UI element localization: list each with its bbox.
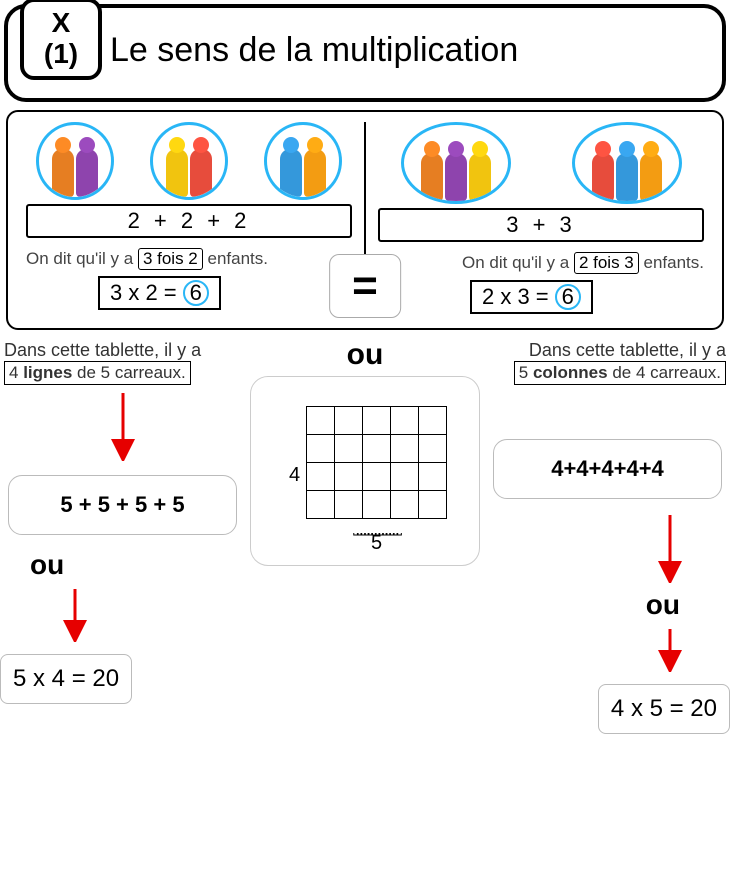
say-post: enfants. bbox=[644, 253, 705, 272]
lesson-header: X (1) Le sens de la multiplication bbox=[4, 4, 726, 102]
down-arrow-icon bbox=[60, 587, 90, 642]
grid-panel: Dans cette tablette, il y a 4 lignes de … bbox=[0, 336, 730, 734]
say-pre: On dit qu'il y a bbox=[462, 253, 569, 272]
mult-box: 3 x 2 = 6 bbox=[98, 276, 221, 310]
groups-panel: 2 + 2 + 2 On dit qu'il y a 3 fois 2 enfa… bbox=[6, 110, 724, 330]
intro-text: Dans cette tablette, il y a bbox=[0, 340, 245, 361]
equals-sign: = bbox=[329, 254, 401, 318]
sum-card: 4+4+4+4+4 bbox=[493, 439, 722, 499]
grid-center-col: ou 4 ⎵⎵⎵⎵⎵⎵⎵⎵⎵⎵⎵⎵⎵ 5 bbox=[245, 340, 485, 570]
say-box: 2 fois 3 bbox=[574, 252, 639, 274]
lesson-title: Le sens de la multiplication bbox=[110, 31, 518, 70]
lesson-badge: X (1) bbox=[20, 0, 102, 80]
intro-box: 4 lignes de 5 carreaux. bbox=[0, 361, 245, 385]
grid-card: 4 ⎵⎵⎵⎵⎵⎵⎵⎵⎵⎵⎵⎵⎵ 5 bbox=[250, 376, 480, 566]
ou-label: ou bbox=[30, 549, 245, 581]
say-sentence: On dit qu'il y a 2 fois 3 enfants. bbox=[378, 252, 704, 274]
groups-left: 2 + 2 + 2 On dit qu'il y a 3 fois 2 enfa… bbox=[18, 122, 360, 314]
ou-label: ou bbox=[485, 589, 680, 621]
down-arrow-icon bbox=[655, 627, 685, 672]
circle-row bbox=[370, 122, 712, 204]
square-grid bbox=[306, 406, 447, 519]
mult-expr: 2 x 3 = bbox=[482, 284, 549, 309]
circle-row bbox=[18, 122, 360, 200]
sum-card: 5 + 5 + 5 + 5 bbox=[8, 475, 237, 535]
row-label: 4 bbox=[289, 464, 300, 487]
say-box: 3 fois 2 bbox=[138, 248, 203, 270]
mult-result: 6 bbox=[183, 280, 209, 306]
say-post: enfants. bbox=[207, 249, 268, 268]
intro-box-inner: 4 lignes de 5 carreaux. bbox=[4, 361, 191, 385]
col-label: 5 bbox=[312, 532, 441, 555]
mult-expr: 3 x 2 = bbox=[110, 280, 177, 305]
addition-box: 2 + 2 + 2 bbox=[26, 204, 352, 238]
badge-top: X bbox=[24, 8, 98, 39]
grid-left-col: Dans cette tablette, il y a 4 lignes de … bbox=[0, 340, 245, 704]
intro-box-inner: 5 colonnes de 4 carreaux. bbox=[514, 361, 726, 385]
grid-right-col: Dans cette tablette, il y a 5 colonnes d… bbox=[485, 340, 730, 734]
result-card: 5 x 4 = 20 bbox=[0, 654, 132, 704]
mult-box: 2 x 3 = 6 bbox=[470, 280, 593, 314]
addition-box: 3 + 3 bbox=[378, 208, 704, 242]
mult-result: 6 bbox=[555, 284, 581, 310]
down-arrow-icon bbox=[655, 513, 685, 583]
say-pre: On dit qu'il y a bbox=[26, 249, 133, 268]
groups-right: 3 + 3 On dit qu'il y a 2 fois 3 enfants.… bbox=[370, 122, 712, 314]
intro-text: Dans cette tablette, il y a bbox=[485, 340, 730, 361]
say-sentence: On dit qu'il y a 3 fois 2 enfants. bbox=[26, 248, 352, 270]
result-card: 4 x 5 = 20 bbox=[598, 684, 730, 734]
intro-box: 5 colonnes de 4 carreaux. bbox=[485, 361, 730, 385]
ou-label: ou bbox=[245, 338, 485, 372]
down-arrow-icon bbox=[108, 391, 138, 461]
badge-bottom: (1) bbox=[24, 39, 98, 70]
